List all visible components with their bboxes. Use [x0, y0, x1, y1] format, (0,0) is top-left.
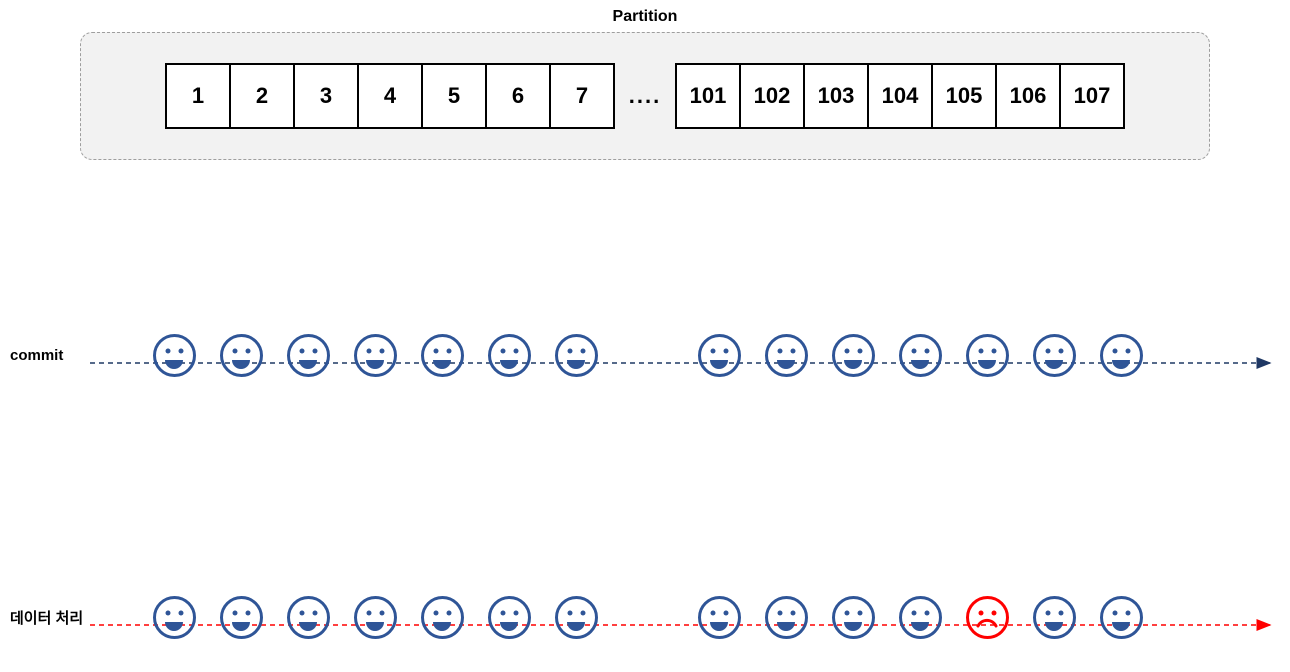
- happy-face-icon: [898, 595, 943, 640]
- happy-face-icon: [965, 333, 1010, 378]
- timeline-data-process: 데이터 처리: [0, 592, 1290, 642]
- happy-face-icon: [286, 333, 331, 378]
- partition-cell: 7: [549, 63, 615, 129]
- happy-face-icon: [219, 333, 264, 378]
- partition-cell: 103: [803, 63, 869, 129]
- happy-face-icon: [353, 595, 398, 640]
- face-group-left: [152, 595, 599, 640]
- happy-face-icon: [420, 333, 465, 378]
- happy-face-icon: [554, 333, 599, 378]
- partition-cells-right: 101102103104105106107: [675, 63, 1125, 129]
- timeline-faces: [0, 330, 1290, 380]
- partition-cell: 5: [421, 63, 487, 129]
- sad-face-icon: [965, 595, 1010, 640]
- happy-face-icon: [697, 595, 742, 640]
- partition-title: Partition: [0, 0, 1290, 32]
- partition-cell: 105: [931, 63, 997, 129]
- happy-face-icon: [554, 595, 599, 640]
- partition-cell: 3: [293, 63, 359, 129]
- happy-face-icon: [1099, 595, 1144, 640]
- happy-face-icon: [764, 595, 809, 640]
- happy-face-icon: [898, 333, 943, 378]
- happy-face-icon: [831, 595, 876, 640]
- face-group-right: [697, 333, 1144, 378]
- happy-face-icon: [831, 333, 876, 378]
- happy-face-icon: [1032, 333, 1077, 378]
- happy-face-icon: [487, 333, 532, 378]
- happy-face-icon: [152, 595, 197, 640]
- partition-container: 1234567 .... 101102103104105106107: [80, 32, 1210, 160]
- timeline-commit: commit: [0, 330, 1290, 380]
- partition-cell: 4: [357, 63, 423, 129]
- partition-cell: 1: [165, 63, 231, 129]
- partition-cells-left: 1234567: [165, 63, 615, 129]
- happy-face-icon: [487, 595, 532, 640]
- partition-cell: 106: [995, 63, 1061, 129]
- partition-cell: 101: [675, 63, 741, 129]
- partition-cell: 104: [867, 63, 933, 129]
- happy-face-icon: [1032, 595, 1077, 640]
- happy-face-icon: [697, 333, 742, 378]
- timeline-faces: [0, 592, 1290, 642]
- happy-face-icon: [420, 595, 465, 640]
- face-group-right: [697, 595, 1144, 640]
- partition-cell: 6: [485, 63, 551, 129]
- partition-cell: 102: [739, 63, 805, 129]
- happy-face-icon: [764, 333, 809, 378]
- face-group-left: [152, 333, 599, 378]
- happy-face-icon: [152, 333, 197, 378]
- partition-ellipsis: ....: [615, 83, 675, 109]
- happy-face-icon: [219, 595, 264, 640]
- happy-face-icon: [1099, 333, 1144, 378]
- happy-face-icon: [353, 333, 398, 378]
- partition-cell: 2: [229, 63, 295, 129]
- partition-cell: 107: [1059, 63, 1125, 129]
- happy-face-icon: [286, 595, 331, 640]
